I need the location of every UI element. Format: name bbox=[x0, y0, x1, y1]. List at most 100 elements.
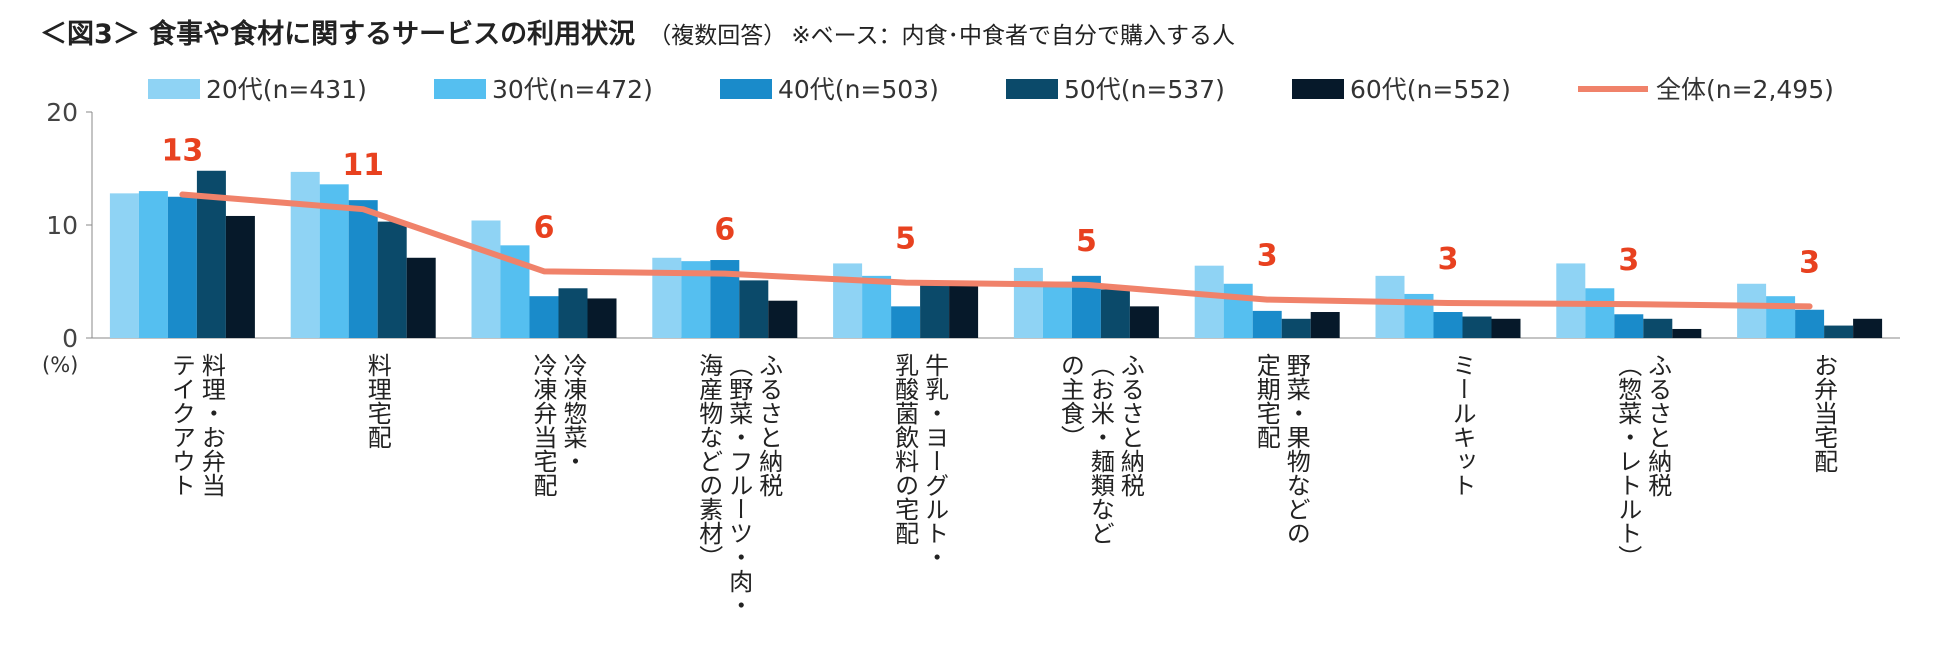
category-label-line: ふるさと納税 bbox=[755, 353, 783, 497]
bar bbox=[768, 300, 798, 338]
total-data-label: 5 bbox=[1076, 224, 1097, 259]
legend-swatch bbox=[148, 79, 200, 99]
bar bbox=[1433, 312, 1463, 338]
legend-swatch bbox=[434, 79, 486, 99]
legend-label: 全体(n=2,495) bbox=[1656, 75, 1834, 104]
category-label-line: 乳酸菌飲料の宅配 bbox=[891, 353, 919, 545]
chart-title: ＜図3＞ 食事や食材に関するサービスの利用状況 bbox=[40, 19, 636, 50]
y-tick-label: 20 bbox=[46, 98, 78, 127]
legend-swatch bbox=[720, 79, 772, 99]
category-label: ふるさと納税（野菜・フルーツ・肉・海産物などの素材） bbox=[695, 353, 783, 617]
bar bbox=[1737, 283, 1767, 338]
category-label-line: （お米・麺類など bbox=[1086, 353, 1114, 545]
category-label-line: （惣菜・レトルト） bbox=[1614, 353, 1642, 569]
chart-title-block: ＜図3＞ 食事や食材に関するサービスの利用状況 （複数回答） ※ベース：内食･中… bbox=[40, 12, 1235, 51]
bar bbox=[1795, 309, 1825, 338]
chart-subtitle: （複数回答） bbox=[648, 23, 787, 49]
bars bbox=[109, 170, 1883, 338]
bar bbox=[1013, 267, 1043, 338]
bar bbox=[587, 298, 617, 338]
legend-swatch bbox=[1006, 79, 1058, 99]
category-label-line: 海産物などの素材） bbox=[695, 353, 723, 569]
y-tick-label: 0 bbox=[62, 324, 78, 353]
category-label: 料理宅配 bbox=[363, 353, 391, 449]
bar bbox=[1585, 288, 1615, 338]
category-label-line: 冷凍惣菜・ bbox=[559, 353, 587, 473]
bar bbox=[1310, 312, 1340, 338]
legend: 20代(n=431) 30代(n=472) 40代(n=503) 50代(n=537)… bbox=[148, 75, 1834, 104]
bar bbox=[1643, 318, 1673, 338]
bar bbox=[138, 191, 168, 338]
bar bbox=[1491, 318, 1521, 338]
bar bbox=[471, 220, 501, 338]
y-tick-label: 10 bbox=[46, 211, 78, 240]
bar bbox=[920, 281, 950, 338]
bar bbox=[1462, 316, 1492, 338]
bar bbox=[1100, 289, 1130, 338]
y-axis-unit-label: (%) bbox=[42, 353, 78, 377]
total-data-label: 5 bbox=[895, 222, 916, 257]
total-data-label: 6 bbox=[534, 210, 555, 245]
legend-label: 20代(n=431) bbox=[206, 75, 367, 104]
bar bbox=[1824, 325, 1854, 338]
chart-base-note: ※ベース：内食･中食者で自分で購入する人 bbox=[791, 23, 1235, 49]
legend-swatch bbox=[1292, 79, 1344, 99]
bar bbox=[891, 306, 921, 338]
category-label-line: 冷凍弁当宅配 bbox=[529, 353, 557, 497]
category-label-line: ミールキット bbox=[1448, 353, 1476, 497]
category-label-line: 野菜・果物などの bbox=[1282, 353, 1310, 545]
total-data-label: 3 bbox=[1799, 245, 1820, 280]
total-data-label: 3 bbox=[1257, 239, 1278, 274]
bar bbox=[290, 171, 320, 338]
category-label-line: 料理宅配 bbox=[363, 353, 391, 449]
legend-label: 40代(n=503) bbox=[778, 75, 939, 104]
bar bbox=[109, 193, 139, 338]
category-label-line: 牛乳・ヨーグルト・ bbox=[921, 353, 949, 569]
category-label-line: お弁当宅配 bbox=[1810, 353, 1838, 473]
bar bbox=[1766, 296, 1796, 338]
bar bbox=[225, 215, 255, 338]
bar bbox=[739, 280, 769, 338]
bar bbox=[833, 263, 863, 338]
total-line-layer: 13 11 6 6 5 5 3 3 3 3 bbox=[162, 133, 1820, 310]
bar bbox=[1129, 306, 1159, 338]
category-label-line: （野菜・フルーツ・肉・ bbox=[725, 353, 753, 617]
category-label-line: 料理・お弁当 bbox=[197, 353, 225, 497]
bar bbox=[1194, 265, 1224, 338]
legend-label: 60代(n=552) bbox=[1350, 75, 1511, 104]
total-data-label: 11 bbox=[342, 148, 384, 183]
bar bbox=[1223, 283, 1253, 338]
category-label: お弁当宅配 bbox=[1810, 353, 1838, 473]
total-data-label: 6 bbox=[714, 213, 735, 248]
bar bbox=[406, 257, 436, 338]
total-data-label: 3 bbox=[1438, 242, 1459, 277]
bar bbox=[529, 296, 559, 338]
category-label-line: ふるさと納税 bbox=[1116, 353, 1144, 497]
category-label-line: テイクアウト bbox=[167, 353, 195, 497]
bar bbox=[1614, 314, 1644, 338]
bar bbox=[167, 196, 197, 338]
category-label: 冷凍惣菜・冷凍弁当宅配 bbox=[529, 353, 587, 497]
category-label: 牛乳・ヨーグルト・乳酸菌飲料の宅配 bbox=[891, 353, 949, 569]
bar bbox=[1252, 310, 1282, 338]
bar bbox=[348, 200, 378, 338]
total-series-line bbox=[179, 191, 1813, 310]
legend-label: 30代(n=472) bbox=[492, 75, 653, 104]
category-label-line: 定期宅配 bbox=[1252, 353, 1280, 449]
category-label-line: の主食） bbox=[1056, 353, 1084, 449]
category-label: ふるさと納税（惣菜・レトルト） bbox=[1614, 353, 1672, 569]
bar bbox=[949, 284, 979, 338]
category-label-line: ふるさと納税 bbox=[1644, 353, 1672, 497]
bar bbox=[377, 221, 407, 338]
bar bbox=[1853, 318, 1883, 338]
bar bbox=[1042, 281, 1072, 338]
bar bbox=[1672, 328, 1702, 338]
bar bbox=[1281, 318, 1311, 338]
bar bbox=[1375, 275, 1405, 338]
legend-label: 50代(n=537) bbox=[1064, 75, 1225, 104]
